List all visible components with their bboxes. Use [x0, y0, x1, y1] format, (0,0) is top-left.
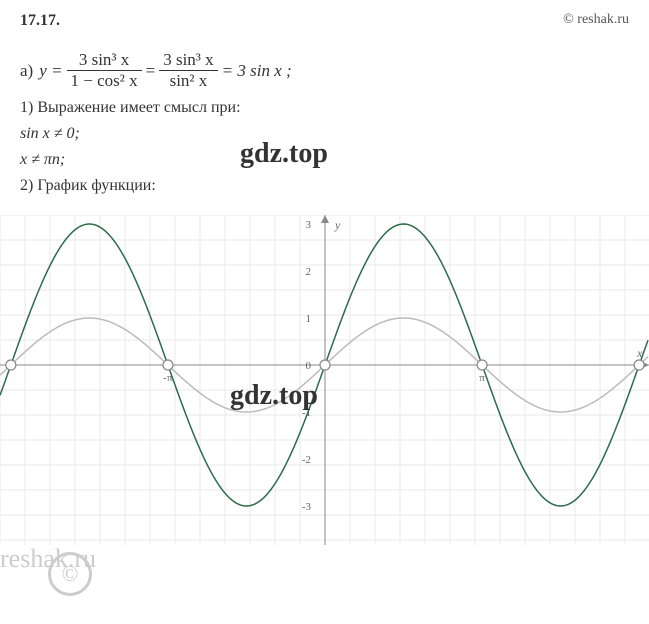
copyright-text: © reshak.ru: [563, 12, 629, 30]
svg-text:2: 2: [306, 266, 312, 278]
problem-number: 17.17.: [20, 12, 60, 30]
frac1-num: 3 sin³ x: [67, 50, 142, 71]
svg-text:-3: -3: [302, 501, 312, 513]
function-chart: yx-3-2-10123-ππ: [0, 215, 649, 545]
watermark-copyright-circle: ©: [48, 552, 92, 596]
svg-text:0: 0: [306, 360, 312, 372]
svg-text:3: 3: [306, 219, 312, 231]
formula-result: = 3 sin x ;: [222, 61, 292, 81]
svg-text:-2: -2: [302, 454, 311, 466]
watermark-gdz-2: gdz.top: [230, 380, 318, 412]
chart-container: yx-3-2-10123-ππ: [0, 215, 649, 545]
frac1-den: 1 − cos² x: [67, 71, 142, 91]
svg-text:π: π: [479, 372, 485, 384]
watermark-gdz-1: gdz.top: [240, 138, 328, 170]
step2-label: 2) График функции:: [20, 177, 629, 195]
frac2-num: 3 sin³ x: [159, 50, 217, 71]
svg-text:1: 1: [306, 313, 312, 325]
svg-text:y: y: [334, 218, 341, 232]
formula-main: а) y = 3 sin³ x 1 − cos² x = 3 sin³ x si…: [20, 50, 629, 91]
y-equals: y =: [39, 61, 62, 81]
step1-label: 1) Выражение имеет смысл при:: [20, 99, 629, 117]
frac2-den: sin² x: [159, 71, 217, 91]
part-label: а): [20, 61, 33, 81]
equals-1: =: [146, 61, 156, 81]
